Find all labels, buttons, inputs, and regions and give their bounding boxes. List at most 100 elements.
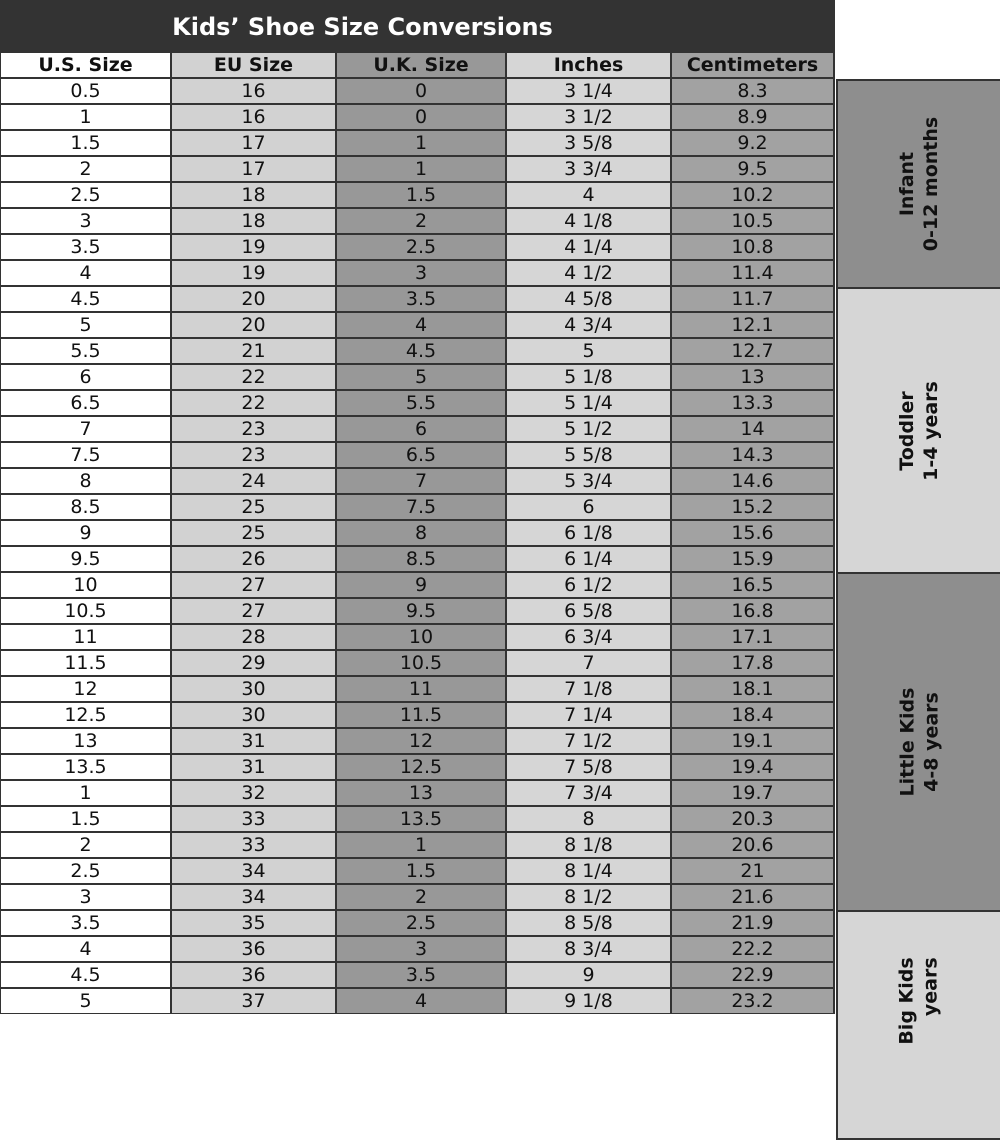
cell-inches: 8 3/4 bbox=[507, 936, 672, 962]
cell-eu-size: 30 bbox=[172, 676, 337, 702]
cell-eu-size: 18 bbox=[172, 208, 337, 234]
group-range: 1-4 years bbox=[920, 380, 942, 481]
cell-us-size: 1 bbox=[0, 104, 172, 130]
cell-us-size: 12 bbox=[0, 676, 172, 702]
cell-uk-size: 11.5 bbox=[337, 702, 507, 728]
header-uk-size: U.K. Size bbox=[337, 52, 507, 78]
cell-eu-size: 17 bbox=[172, 156, 337, 182]
cell-uk-size: 11 bbox=[337, 676, 507, 702]
table-row: 7 23 6 5 1/2 14 bbox=[0, 416, 835, 442]
group-little-kids: Little Kids 4-8 years bbox=[836, 572, 1000, 912]
cell-us-size: 3.5 bbox=[0, 910, 172, 936]
cell-eu-size: 23 bbox=[172, 416, 337, 442]
cell-centimeters: 13.3 bbox=[672, 390, 835, 416]
header-us-size: U.S. Size bbox=[0, 52, 172, 78]
table-row: 3.5 19 2.5 4 1/4 10.8 bbox=[0, 234, 835, 260]
table-row: 4.5 20 3.5 4 5/8 11.7 bbox=[0, 286, 835, 312]
cell-uk-size: 2.5 bbox=[337, 234, 507, 260]
cell-centimeters: 14 bbox=[672, 416, 835, 442]
cell-uk-size: 9 bbox=[337, 572, 507, 598]
cell-centimeters: 21 bbox=[672, 858, 835, 884]
cell-centimeters: 20.6 bbox=[672, 832, 835, 858]
cell-inches: 6 3/4 bbox=[507, 624, 672, 650]
cell-us-size: 3.5 bbox=[0, 234, 172, 260]
cell-us-size: 12.5 bbox=[0, 702, 172, 728]
header-row: U.S. Size EU Size U.K. Size Inches Centi… bbox=[0, 52, 835, 78]
cell-uk-size: 7 bbox=[337, 468, 507, 494]
cell-us-size: 5 bbox=[0, 312, 172, 338]
cell-inches: 5 1/4 bbox=[507, 390, 672, 416]
cell-eu-size: 29 bbox=[172, 650, 337, 676]
cell-us-size: 4.5 bbox=[0, 286, 172, 312]
table-row: 9 25 8 6 1/8 15.6 bbox=[0, 520, 835, 546]
cell-inches: 8 5/8 bbox=[507, 910, 672, 936]
cell-us-size: 2.5 bbox=[0, 182, 172, 208]
table-row: 5 37 4 9 1/8 23.2 bbox=[0, 988, 835, 1014]
cell-centimeters: 8.9 bbox=[672, 104, 835, 130]
cell-uk-size: 1 bbox=[337, 130, 507, 156]
table-row: 11.5 29 10.5 7 17.8 bbox=[0, 650, 835, 676]
cell-uk-size: 7.5 bbox=[337, 494, 507, 520]
table-row: 2.5 34 1.5 8 1/4 21 bbox=[0, 858, 835, 884]
table-row: 12.5 30 11.5 7 1/4 18.4 bbox=[0, 702, 835, 728]
cell-inches: 6 1/2 bbox=[507, 572, 672, 598]
cell-centimeters: 12.1 bbox=[672, 312, 835, 338]
cell-eu-size: 27 bbox=[172, 598, 337, 624]
cell-eu-size: 24 bbox=[172, 468, 337, 494]
cell-inches: 3 1/2 bbox=[507, 104, 672, 130]
cell-inches: 3 3/4 bbox=[507, 156, 672, 182]
cell-us-size: 1.5 bbox=[0, 806, 172, 832]
cell-uk-size: 12.5 bbox=[337, 754, 507, 780]
table-row: 7.5 23 6.5 5 5/8 14.3 bbox=[0, 442, 835, 468]
cell-eu-size: 26 bbox=[172, 546, 337, 572]
cell-inches: 4 bbox=[507, 182, 672, 208]
cell-uk-size: 5 bbox=[337, 364, 507, 390]
cell-uk-size: 9.5 bbox=[337, 598, 507, 624]
cell-centimeters: 20.3 bbox=[672, 806, 835, 832]
cell-centimeters: 15.9 bbox=[672, 546, 835, 572]
table-row: 1.5 33 13.5 8 20.3 bbox=[0, 806, 835, 832]
cell-centimeters: 10.2 bbox=[672, 182, 835, 208]
cell-eu-size: 17 bbox=[172, 130, 337, 156]
header-inches: Inches bbox=[507, 52, 672, 78]
cell-inches: 7 bbox=[507, 650, 672, 676]
cell-inches: 7 5/8 bbox=[507, 754, 672, 780]
table-row: 2 17 1 3 3/4 9.5 bbox=[0, 156, 835, 182]
cell-centimeters: 15.6 bbox=[672, 520, 835, 546]
table-row: 11 28 10 6 3/4 17.1 bbox=[0, 624, 835, 650]
cell-eu-size: 31 bbox=[172, 754, 337, 780]
cell-inches: 5 1/8 bbox=[507, 364, 672, 390]
cell-us-size: 1 bbox=[0, 780, 172, 806]
cell-us-size: 11 bbox=[0, 624, 172, 650]
cell-inches: 9 bbox=[507, 962, 672, 988]
cell-inches: 4 1/2 bbox=[507, 260, 672, 286]
cell-us-size: 7 bbox=[0, 416, 172, 442]
cell-uk-size: 2 bbox=[337, 884, 507, 910]
cell-inches: 8 1/8 bbox=[507, 832, 672, 858]
size-conversion-table: U.S. Size EU Size U.K. Size Inches Centi… bbox=[0, 52, 835, 1014]
cell-inches: 6 5/8 bbox=[507, 598, 672, 624]
cell-eu-size: 23 bbox=[172, 442, 337, 468]
cell-inches: 3 5/8 bbox=[507, 130, 672, 156]
table-row: 8 24 7 5 3/4 14.6 bbox=[0, 468, 835, 494]
cell-eu-size: 18 bbox=[172, 182, 337, 208]
cell-centimeters: 19.7 bbox=[672, 780, 835, 806]
cell-eu-size: 27 bbox=[172, 572, 337, 598]
cell-uk-size: 2 bbox=[337, 208, 507, 234]
cell-centimeters: 18.4 bbox=[672, 702, 835, 728]
cell-centimeters: 17.8 bbox=[672, 650, 835, 676]
cell-inches: 8 1/2 bbox=[507, 884, 672, 910]
table-row: 5.5 21 4.5 5 12.7 bbox=[0, 338, 835, 364]
table-row: 1.5 17 1 3 5/8 9.2 bbox=[0, 130, 835, 156]
table-row: 4 19 3 4 1/2 11.4 bbox=[0, 260, 835, 286]
cell-eu-size: 36 bbox=[172, 936, 337, 962]
cell-uk-size: 1.5 bbox=[337, 858, 507, 884]
cell-uk-size: 0 bbox=[337, 78, 507, 104]
cell-centimeters: 14.3 bbox=[672, 442, 835, 468]
cell-eu-size: 28 bbox=[172, 624, 337, 650]
cell-centimeters: 11.7 bbox=[672, 286, 835, 312]
cell-uk-size: 12 bbox=[337, 728, 507, 754]
cell-centimeters: 9.2 bbox=[672, 130, 835, 156]
cell-us-size: 8.5 bbox=[0, 494, 172, 520]
cell-us-size: 2 bbox=[0, 156, 172, 182]
